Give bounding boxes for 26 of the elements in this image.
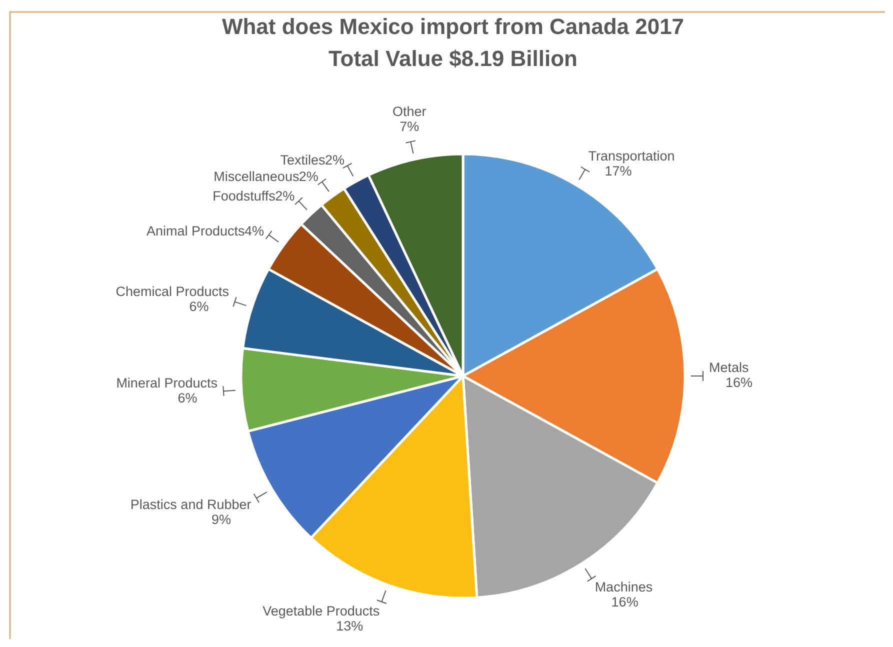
data-label: 16% <box>725 375 753 390</box>
chart-subtitle: Total Value $8.19 Billion <box>328 46 578 71</box>
slice-label: Animal Products <box>146 223 246 238</box>
slice-label: Chemical Products <box>116 284 230 299</box>
slice-label: Textiles <box>280 152 326 168</box>
data-label: 2% <box>298 168 318 184</box>
slice-label: Foodstuffs <box>212 188 276 204</box>
slice-label: Vegetable Products <box>262 603 380 618</box>
data-label: 4% <box>244 223 264 238</box>
slice-label: Other <box>392 104 427 119</box>
data-label: 7% <box>400 118 420 134</box>
chart-title: What does Mexico import from Canada 2017 <box>222 14 684 39</box>
data-label: 6% <box>178 390 198 406</box>
slice-label: Mineral Products <box>116 375 218 390</box>
data-label: 2% <box>275 188 295 204</box>
data-label: 13% <box>336 618 364 634</box>
data-label: 16% <box>611 594 638 610</box>
data-label: 17% <box>604 163 632 178</box>
slice-label: Miscellaneous <box>214 168 300 184</box>
data-label: 9% <box>212 512 232 528</box>
slice-label: Machines <box>594 580 653 595</box>
slice-label: Metals <box>709 360 750 375</box>
slice-label: Plastics and Rubber <box>130 497 252 512</box>
data-label: 2% <box>324 152 344 168</box>
slice-label: Transportation <box>588 148 675 164</box>
data-label: 6% <box>189 298 209 314</box>
